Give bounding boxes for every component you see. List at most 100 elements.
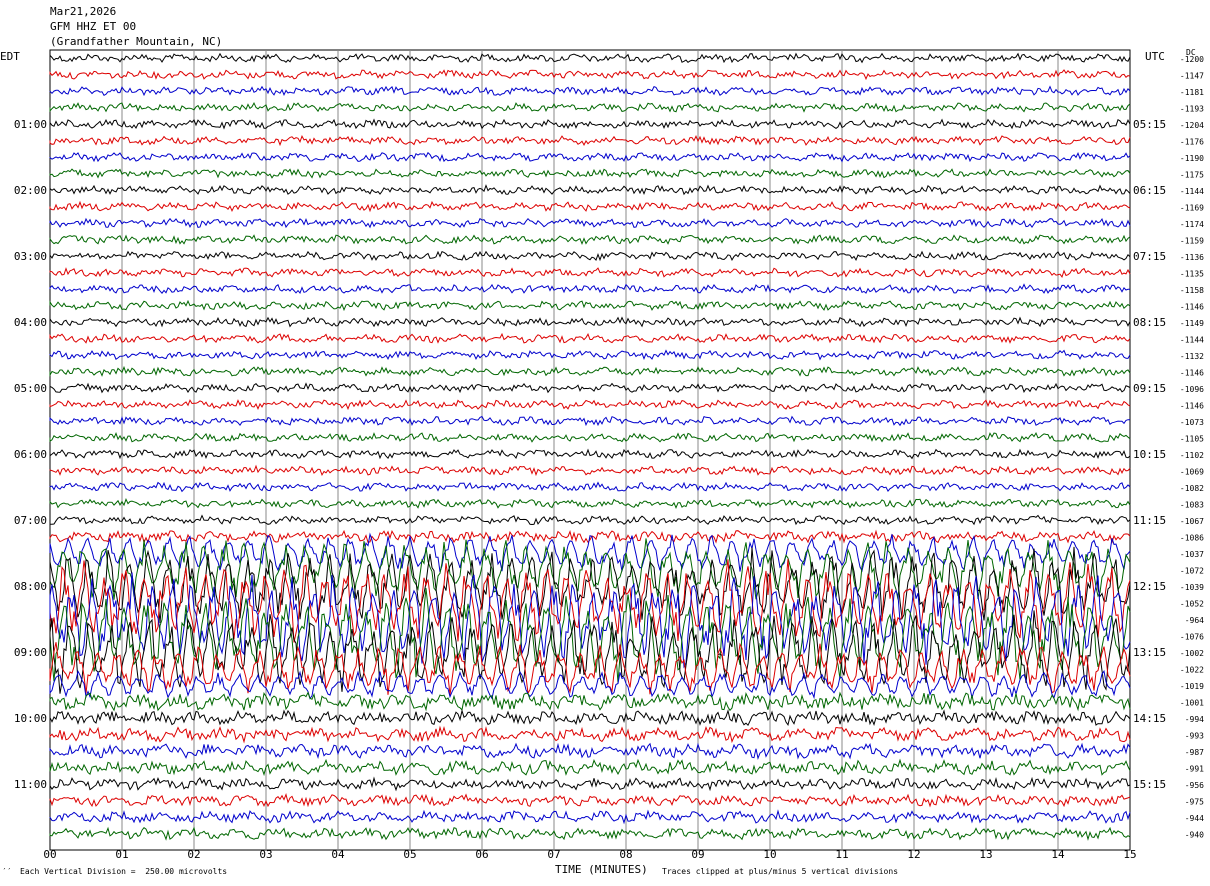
dc-offset-label: -1159 <box>1180 237 1204 246</box>
right-hour-label: 13:15 <box>1133 646 1166 659</box>
dc-offset-label: -1146 <box>1180 303 1204 312</box>
trace-row-15 <box>49 299 1131 312</box>
dc-offset-label: -1136 <box>1180 253 1204 262</box>
right-hour-label: 09:15 <box>1133 382 1166 395</box>
left-hour-label: 04:00 <box>14 316 47 329</box>
dc-offset-label: -1147 <box>1180 72 1204 81</box>
dc-offset-label: -1190 <box>1180 154 1204 163</box>
dc-offset-label: -1193 <box>1180 105 1204 114</box>
trace-row-16 <box>49 316 1131 328</box>
dc-offset-label: -1149 <box>1180 319 1204 328</box>
x-axis-label: TIME (MINUTES) <box>555 863 648 876</box>
trace-row-41 <box>49 725 1131 744</box>
dc-offset-label: -975 <box>1185 798 1204 807</box>
dc-offset-label: -944 <box>1185 814 1204 823</box>
right-zone-label: UTC <box>1145 50 1165 63</box>
dc-offset-label: -1169 <box>1180 204 1204 213</box>
dc-offset-labels: -1200 -1147 -1181 -1193 -1204 -1176 -1190 -1175… <box>1180 55 1204 840</box>
trace-row-38 <box>49 669 1131 700</box>
x-tick-label: 00 <box>43 848 56 861</box>
trace-row-26 <box>49 481 1131 493</box>
dc-offset-label: -1144 <box>1180 187 1204 196</box>
trace-row-46 <box>49 809 1131 825</box>
trace-row-17 <box>49 332 1131 344</box>
dc-offset-label: -1022 <box>1180 666 1204 675</box>
trace-row-43 <box>49 758 1131 777</box>
left-hour-label: 09:00 <box>14 646 47 659</box>
x-tick-label: 04 <box>331 848 345 861</box>
trace-row-1 <box>49 69 1131 81</box>
dc-offset-label: -1132 <box>1180 352 1204 361</box>
left-hour-label: 08:00 <box>14 580 47 593</box>
dc-offset-label: -1146 <box>1180 402 1204 411</box>
trace-row-22 <box>49 415 1130 427</box>
x-tick-label: 03 <box>259 848 272 861</box>
station-id: GFM HHZ ET 00 <box>50 20 137 33</box>
dc-offset-label: -964 <box>1185 616 1204 625</box>
dc-offset-label: -1176 <box>1180 138 1204 147</box>
dc-offset-label: -1072 <box>1180 567 1204 576</box>
dc-offset-label: -1204 <box>1180 121 1204 130</box>
trace-row-10 <box>49 217 1131 229</box>
dc-offset-label: -956 <box>1185 781 1204 790</box>
right-hour-label: 07:15 <box>1133 250 1166 263</box>
trace-row-2 <box>49 85 1131 97</box>
dc-offset-label: -994 <box>1185 715 1204 724</box>
trace-row-3 <box>49 101 1131 113</box>
trace-row-35 <box>49 588 1131 683</box>
left-hour-label: 05:00 <box>14 382 47 395</box>
trace-row-14 <box>49 283 1130 295</box>
x-tick-label: 05 <box>403 848 416 861</box>
x-tick-label: 10 <box>763 848 776 861</box>
dc-offset-label: -1135 <box>1180 270 1204 279</box>
trace-row-0 <box>49 52 1131 64</box>
left-hour-label: 03:00 <box>14 250 47 263</box>
dc-offset-label: -1158 <box>1180 286 1204 295</box>
seismic-traces <box>49 52 1131 841</box>
x-tick-label: 13 <box>979 848 992 861</box>
trace-row-27 <box>49 497 1131 510</box>
trace-row-9 <box>49 200 1131 213</box>
dc-offset-label: -1200 <box>1180 55 1204 64</box>
right-hour-label: 15:15 <box>1133 778 1166 791</box>
trace-row-31 <box>49 538 1131 600</box>
trace-row-33 <box>49 558 1131 643</box>
trace-row-21 <box>49 399 1131 411</box>
x-tick-label: 12 <box>907 848 920 861</box>
trace-row-12 <box>49 250 1131 262</box>
dc-offset-label: -1175 <box>1180 171 1204 180</box>
left-hour-labels: 01:00 02:00 03:00 04:00 05:00 06:00 07:00 08:00… <box>14 118 47 791</box>
dc-offset-label: -1069 <box>1180 468 1204 477</box>
x-tick-label: 07 <box>547 848 560 861</box>
dc-offset-label: -1076 <box>1180 633 1204 642</box>
dc-offset-label: -987 <box>1185 748 1204 757</box>
right-hour-label: 14:15 <box>1133 712 1166 725</box>
dc-offset-label: -991 <box>1185 765 1204 774</box>
trace-row-24 <box>49 448 1131 460</box>
trace-row-36 <box>49 610 1131 694</box>
right-hour-label: 06:15 <box>1133 184 1166 197</box>
x-tick-label: 14 <box>1051 848 1065 861</box>
corner-mark: ′′ <box>2 867 12 876</box>
dc-offset-label: -1002 <box>1180 649 1204 658</box>
x-tick-label: 02 <box>187 848 200 861</box>
x-tick-label: 15 <box>1123 848 1136 861</box>
scale-note: Each Vertical Division = 250.00 microvol… <box>20 867 228 876</box>
dc-offset-label: -1105 <box>1180 435 1204 444</box>
dc-offset-label: -1174 <box>1180 220 1204 229</box>
dc-offset-label: -1146 <box>1180 369 1204 378</box>
trace-row-45 <box>49 793 1131 808</box>
dc-offset-label: -1102 <box>1180 451 1204 460</box>
dc-offset-label: -1039 <box>1180 583 1204 592</box>
trace-row-37 <box>49 642 1131 696</box>
trace-row-30 <box>49 532 1131 573</box>
x-tick-label: 01 <box>115 848 128 861</box>
right-hour-labels: 05:15 06:15 07:15 08:15 09:15 10:15 11:15 12:15… <box>1133 118 1166 791</box>
dc-offset-label: -1052 <box>1180 600 1204 609</box>
x-tick-label: 06 <box>475 848 488 861</box>
dc-offset-label: -1019 <box>1180 682 1204 691</box>
trace-row-44 <box>49 776 1131 792</box>
left-hour-label: 01:00 <box>14 118 47 131</box>
trace-row-20 <box>49 382 1131 394</box>
